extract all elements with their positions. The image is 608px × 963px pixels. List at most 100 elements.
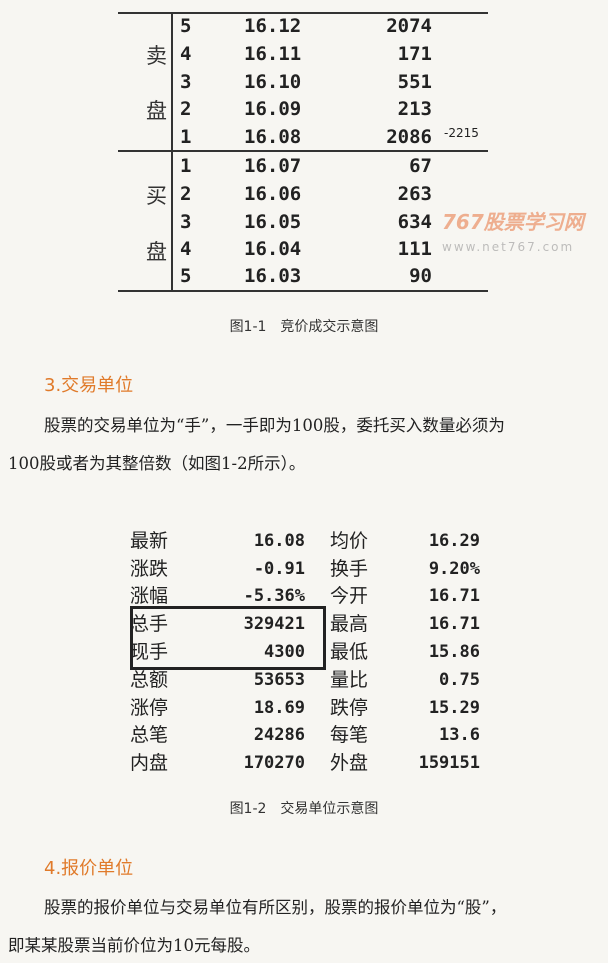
highlight-box [130,606,326,670]
quote-row: 总额 53653 量比 0.75 [130,666,480,694]
section-heading: 4.报价单位 [44,858,134,879]
quote-row: 内盘 170270 外盘 159151 [130,749,480,777]
level: 3 [180,71,192,93]
label: 外盘 [330,752,369,774]
volume: 2086 [386,126,432,148]
volume: 90 [409,265,432,287]
sell-row: 4 16.11 171 [172,40,492,68]
label: 涨停 [130,697,169,719]
value: 24286 [253,725,305,745]
label: 均价 [330,530,369,552]
buy-row: 1 16.07 67 [172,152,492,180]
level: 2 [180,98,192,120]
price: 16.04 [244,238,302,260]
value: 16.29 [428,531,480,551]
table-bottom-border [118,290,488,292]
value: 159151 [418,753,480,773]
value: -5.36% [243,586,305,606]
table-top-border [118,12,488,14]
level: 2 [180,183,192,205]
label: 总额 [130,669,169,691]
buy-row: 3 16.05 634 [172,208,492,236]
volume: 213 [397,98,432,120]
buy-row: 4 16.04 111 [172,235,492,263]
quote-row: 最新 16.08 均价 16.29 [130,527,480,555]
paragraph-line: 即某某股票当前价位为10元每股。 [8,936,260,955]
quote-row: 涨幅 -5.36% 今开 16.71 [130,582,480,610]
volume: 263 [397,183,432,205]
buy-row: 2 16.06 263 [172,180,492,208]
label: 最高 [330,613,369,635]
price: 16.10 [244,71,302,93]
watermark-url: www.net767.com [442,240,575,254]
figure-caption: 图1-1 竞价成交示意图 [229,319,379,335]
price: 16.06 [244,183,302,205]
volume: 111 [397,238,432,260]
value: 13.6 [439,725,480,745]
price: 16.12 [244,15,302,37]
label: 跌停 [330,697,369,719]
label: 内盘 [130,752,169,774]
section-heading: 3.交易单位 [44,375,134,396]
buy-label: 买 [146,184,167,208]
label: 最新 [130,530,169,552]
value: 9.20% [428,559,480,579]
level: 5 [180,15,192,37]
paragraph-line: 股票的报价单位与交易单位有所区别，股票的报价单位为“股”， [44,898,507,917]
value: 18.69 [253,698,305,718]
value: 4300 [264,642,305,662]
sell-row: 2 16.09 213 [172,95,492,123]
volume: 551 [397,71,432,93]
value: 329421 [243,614,305,634]
value: -0.91 [253,559,305,579]
label: 今开 [330,585,369,607]
level: 3 [180,211,192,233]
figure-caption: 图1-2 交易单位示意图 [229,801,379,817]
label: 换手 [330,558,369,580]
volume: 634 [397,211,432,233]
label: 量比 [330,669,369,691]
price: 16.03 [244,265,302,287]
quote-row: 涨停 18.69 跌停 15.29 [130,694,480,722]
buy-row: 5 16.03 90 [172,262,492,290]
price: 16.08 [244,126,302,148]
quote-row: 总手 329421 最高 16.71 [130,610,480,638]
quote-row: 总笔 24286 每笔 13.6 [130,721,480,749]
label: 最低 [330,641,369,663]
label: 总笔 [130,724,169,746]
buy-label: 盘 [146,240,167,264]
value: 170270 [243,753,305,773]
quote-row: 现手 4300 最低 15.86 [130,638,480,666]
sell-label: 盘 [146,99,167,123]
label: 现手 [130,641,169,663]
volume: 171 [397,43,432,65]
sell-buy-divider [118,150,488,152]
price: 16.07 [244,155,302,177]
paragraph-line: 100股或者为其整倍数（如图1-2所示）。 [8,454,306,473]
value: 53653 [253,670,305,690]
value: 16.08 [253,531,305,551]
price: 16.11 [244,43,302,65]
volume: 2074 [386,15,432,37]
sell-row: 5 16.12 2074 [172,12,492,40]
level: 5 [180,265,192,287]
value: 16.71 [428,614,480,634]
sell-row: 3 16.10 551 [172,68,492,96]
value: 15.86 [428,642,480,662]
price: 16.09 [244,98,302,120]
quote-row: 涨跌 -0.91 换手 9.20% [130,555,480,583]
level: 4 [180,43,192,65]
label: 涨幅 [130,585,169,607]
level: 1 [180,126,192,148]
difference-note: -2215 [444,126,479,140]
value: 15.29 [428,698,480,718]
level: 1 [180,155,192,177]
sell-row: 1 16.08 2086 [172,123,492,151]
value: 0.75 [439,670,480,690]
table-vertical-divider [171,12,173,292]
label: 每笔 [330,724,369,746]
paragraph-line: 股票的交易单位为“手”，一手即为100股，委托买入数量必须为 [44,416,505,435]
label: 涨跌 [130,558,169,580]
value: 16.71 [428,586,480,606]
price: 16.05 [244,211,302,233]
